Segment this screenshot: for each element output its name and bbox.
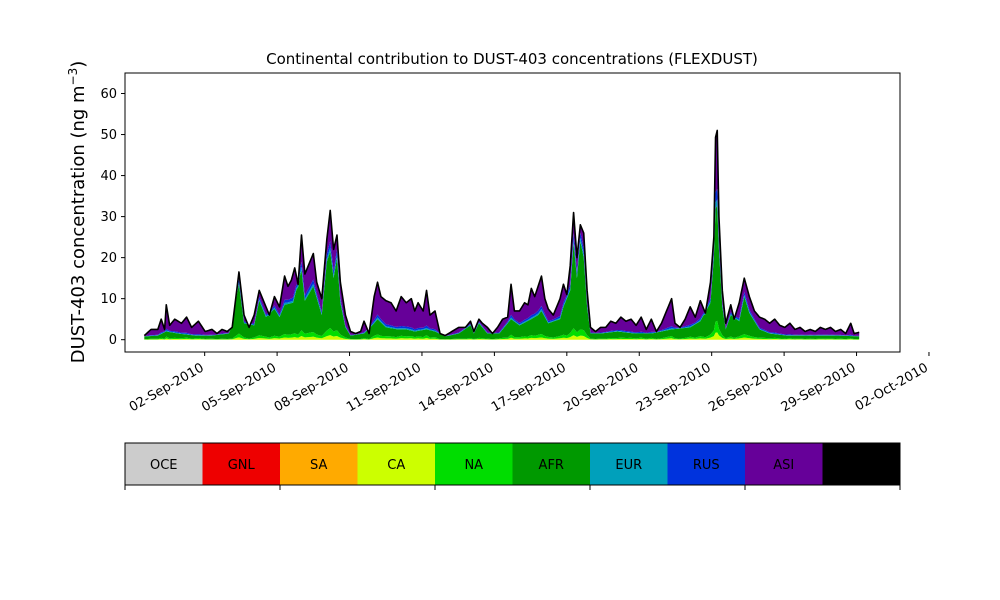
x-tick-label: 02-Oct-2010 [853,360,931,414]
legend-label: CA [387,458,405,473]
y-tick-label: 30 [100,210,117,225]
y-axis-title: DUST-403 concentration (ng m−3) [66,61,89,364]
legend-label: RUS [693,458,720,473]
legend-item-eur: EUR [590,443,668,485]
x-tick-label: 29-Sep-2010 [779,360,859,415]
x-tick-label: 02-Sep-2010 [127,360,207,415]
legend-swatch [357,443,436,485]
legend-label: OCE [150,458,178,473]
total-outline [143,129,860,337]
legend-item-oce: OCE [125,443,203,485]
legend-swatch [822,443,901,485]
y-axis: 0 10 20 30 40 50 60 [100,87,125,348]
legend-swatch [125,443,203,485]
legend-item-aus: AUS [822,443,901,485]
legend-label: ASI [773,458,794,473]
chart-title: Continental contribution to DUST-403 con… [266,50,758,68]
legend-label: NA [464,458,483,473]
legend-item-asi: ASI [745,443,823,485]
y-axis-title-main: DUST-403 concentration (ng m [68,85,89,363]
legend-swatch [435,443,513,485]
x-tick-label: 11-Sep-2010 [344,360,424,415]
x-tick-label: 17-Sep-2010 [489,360,569,415]
y-axis-title-close: ) [68,61,89,68]
legend-label: AUS [848,458,875,473]
y-axis-title-exponent: −3 [66,68,80,86]
legend-label: GNL [228,458,256,473]
y-tick-label: 0 [109,333,117,348]
x-tick-label: 14-Sep-2010 [417,360,497,415]
y-tick-label: 10 [100,292,117,307]
legend-item-na: NA [435,443,513,485]
legend-swatch [280,443,358,485]
legend-swatch [745,443,823,485]
x-tick-label: 20-Sep-2010 [561,360,641,415]
x-tick-label: 23-Sep-2010 [634,360,714,415]
legend-item-sa: SA [280,443,358,485]
stacked-layers [143,129,860,340]
y-tick-label: 40 [100,169,117,184]
legend-item-rus: RUS [667,443,746,485]
rus-area [144,188,860,337]
x-tick-label: 08-Sep-2010 [272,360,352,415]
legend-item-afr: AFR [512,443,591,485]
na-area [144,320,860,340]
x-tick-label: 05-Sep-2010 [199,360,279,415]
afr-area [144,205,860,340]
legend-label: SA [310,458,327,473]
plot-frame [124,72,901,353]
y-tick-label: 60 [100,87,117,102]
y-tick-label: 50 [100,128,117,143]
legend-swatch [512,443,591,485]
legend-label: AFR [539,458,564,473]
legend-swatch [202,443,281,485]
x-tick-label: 26-Sep-2010 [706,360,786,415]
legend-label: EUR [615,458,642,473]
legend-swatch [590,443,668,485]
legend-colorbar: OCE GNL SA CA NA AFR EUR RUS ASI AUS [124,442,901,490]
legend-swatch [667,443,746,485]
plot-area [124,72,901,353]
legend-item-gnl: GNL [202,443,281,485]
legend-frame [124,442,901,486]
y-tick-label: 20 [100,251,117,266]
x-axis: 02-Sep-201005-Sep-201008-Sep-201011-Sep-… [127,352,931,415]
legend-item-ca: CA [357,443,436,485]
ca-area [144,332,860,340]
